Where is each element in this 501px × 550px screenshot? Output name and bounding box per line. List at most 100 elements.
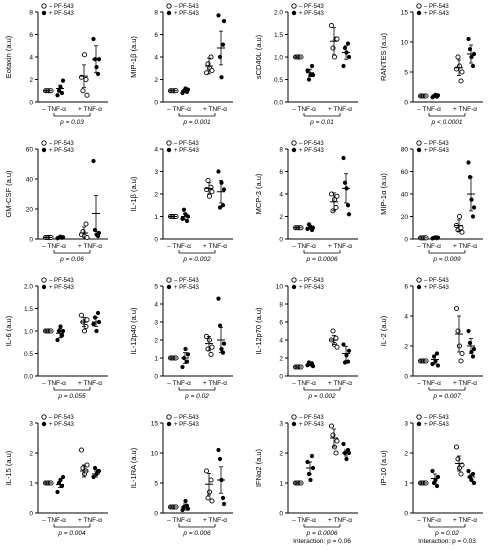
data-point-filled	[345, 359, 351, 364]
p-value: p = 0.007	[432, 393, 461, 400]
legend-open-marker	[291, 414, 297, 420]
y-tick-label: 40	[401, 192, 409, 199]
chart-panel: 0 1 2 3 IL-15 (a.u) – PF-543+ PF-543 – TNF-α + …	[4, 414, 108, 537]
data-point-filled	[216, 296, 221, 301]
y-tick-label: 3	[154, 320, 158, 327]
legend-open-marker	[291, 3, 297, 9]
chart-panel: 0 2 4 6 IL-2 (a.u) – PF-543+ PF-543 – TNF-α + T…	[379, 277, 483, 400]
data-point-filled	[91, 322, 96, 327]
y-tick-label: 0	[279, 374, 283, 381]
data-point-filled	[305, 459, 310, 465]
data-point-filled	[221, 18, 227, 24]
legend-filled-label: + PF-543	[424, 285, 450, 291]
y-tick-label: 0	[154, 374, 158, 381]
y-tick-label: 2	[29, 451, 33, 458]
data-point-open	[206, 489, 213, 495]
data-point-open	[208, 351, 214, 357]
y-tick-label: 3	[154, 169, 158, 176]
chart-panel: 0 2 4 6 8 MIP-1β (a.u) – PF-543+ PF-543 – TNF-α…	[129, 3, 233, 126]
legend-filled-label: + PF-543	[299, 422, 325, 428]
data-point-filled	[471, 205, 477, 210]
y-tick-label: 0	[404, 100, 408, 107]
y-tick-label: 10	[276, 284, 284, 291]
data-point-filled	[221, 341, 227, 346]
data-point-filled	[346, 212, 352, 217]
y-axis-label: IL-1RA (a.u)	[129, 447, 138, 488]
data-point-filled	[96, 230, 102, 236]
y-axis-label: MIP-1α (a.u)	[379, 173, 388, 215]
data-point-filled	[217, 456, 223, 462]
data-point-filled	[471, 346, 477, 352]
y-tick-label: 4	[404, 314, 408, 321]
y-axis-label: IL-1β (a.u)	[129, 176, 138, 211]
data-point-filled	[344, 456, 349, 462]
data-point-open	[459, 350, 465, 357]
interaction-p-value: Interaction: p = 0.06	[293, 538, 351, 545]
group-label: + TNF-α	[328, 517, 352, 524]
data-point-filled	[466, 160, 471, 165]
group-label: – TNF-α	[417, 106, 441, 113]
y-tick-label: 1	[154, 356, 158, 363]
data-point-open	[334, 344, 340, 350]
chart-panel: 0.0 0.5 1.0 1.5 2.0 sCD40L (a.u) – PF-543+ PF-…	[254, 3, 358, 126]
data-point-filled	[341, 342, 346, 347]
group-label: + TNF-α	[203, 380, 227, 387]
data-point-filled	[434, 351, 440, 356]
data-point-open	[330, 45, 336, 51]
data-point-filled	[55, 337, 60, 343]
y-tick-label: 0.0	[24, 374, 33, 381]
y-tick-label: 15	[151, 421, 159, 428]
data-point-filled	[217, 54, 223, 60]
legend-filled-marker	[416, 284, 422, 290]
data-point-filled	[434, 483, 440, 489]
data-point-filled	[306, 77, 312, 82]
y-tick-label: 1	[279, 481, 283, 488]
chart-panel: 0 1 2 3 4 IL-1β (a.u) – PF-543+ PF-543 – TNF-α +…	[129, 140, 233, 263]
data-point-filled	[216, 169, 221, 174]
data-point-filled	[185, 352, 191, 357]
data-point-open	[209, 498, 215, 504]
legend-open-label: – PF-543	[299, 278, 324, 284]
y-tick-label: 3	[279, 421, 283, 428]
y-tick-label: 8	[279, 147, 283, 154]
legend-filled-label: + PF-543	[174, 148, 200, 154]
p-value: p = 0.006	[182, 530, 211, 537]
data-point-open	[334, 36, 340, 42]
data-point-open	[458, 358, 464, 364]
y-tick-label: 6	[29, 32, 33, 39]
data-point-filled	[217, 323, 223, 328]
group-label: + TNF-α	[78, 380, 102, 387]
y-tick-label: 2.0	[274, 10, 283, 17]
y-tick-label: 4	[154, 302, 158, 309]
data-point-open	[459, 69, 465, 75]
data-point-open	[330, 328, 336, 334]
data-point-filled	[467, 340, 473, 346]
y-tick-label: 80	[401, 147, 409, 154]
y-axis-label: IL-12p70 (a.u)	[254, 307, 263, 355]
data-point-filled	[183, 346, 188, 352]
group-label: – TNF-α	[292, 106, 316, 113]
y-tick-label: 1.0	[274, 55, 283, 62]
data-point-open	[455, 456, 461, 462]
group-label: – TNF-α	[417, 517, 441, 524]
legend-filled-label: + PF-543	[424, 422, 450, 428]
y-tick-label: 1.5	[24, 306, 33, 313]
chart-panel: 0 5 10 15 RANTES (a.u) – PF-543+ PF-543 – TNF-…	[379, 3, 483, 126]
data-point-filled	[60, 78, 66, 83]
data-point-open	[83, 76, 89, 83]
legend-open-label: – PF-543	[49, 415, 74, 421]
data-point-filled	[341, 155, 346, 161]
legend-filled-marker	[41, 147, 47, 153]
data-point-filled	[430, 361, 435, 367]
p-value: p = 0.03	[59, 119, 84, 126]
group-label: – TNF-α	[167, 243, 191, 250]
y-tick-label: 8	[29, 10, 33, 17]
chart-panel: 0 20 40 60 GM-CSF (a.u) – PF-543+ PF-543 – TNF…	[4, 140, 108, 263]
legend-open-marker	[41, 140, 47, 146]
group-label: + TNF-α	[453, 106, 477, 113]
y-tick-label: 4	[29, 55, 33, 62]
data-point-filled	[94, 65, 99, 70]
legend-filled-label: + PF-543	[299, 148, 325, 154]
legend-open-marker	[41, 414, 47, 420]
